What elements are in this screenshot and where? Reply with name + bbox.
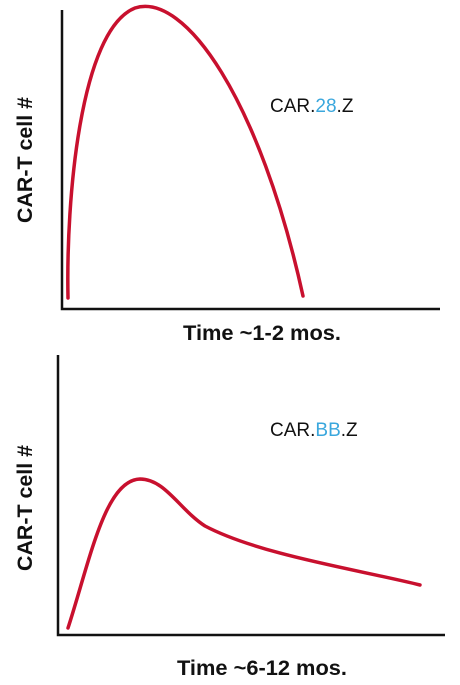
y-axis-label: CAR-T cell # (14, 445, 37, 571)
axes (60, 10, 440, 311)
label-highlight: BB (315, 420, 340, 441)
persistence-curve (66, 477, 422, 630)
axes (56, 355, 445, 637)
panel: CAR-T cell # Time ~6-12 mos. CAR.BB.Z (14, 355, 445, 680)
label-prefix: CAR. (270, 420, 315, 441)
x-axis-label: Time ~1-2 mos. (183, 322, 341, 345)
x-axis-label: Time ~6-12 mos. (177, 657, 347, 680)
label-prefix: CAR. (270, 96, 315, 117)
expansion-curve (66, 4, 305, 300)
label-suffix: .Z (337, 96, 354, 117)
panel: CAR-T cell # Time ~1-2 mos. CAR.28.Z (14, 4, 440, 345)
label-highlight: 28 (315, 96, 336, 117)
curve-label: CAR.BB.Z (270, 420, 358, 441)
y-axis-label: CAR-T cell # (14, 97, 37, 223)
label-suffix: .Z (341, 420, 358, 441)
curve-label: CAR.28.Z (270, 96, 354, 117)
